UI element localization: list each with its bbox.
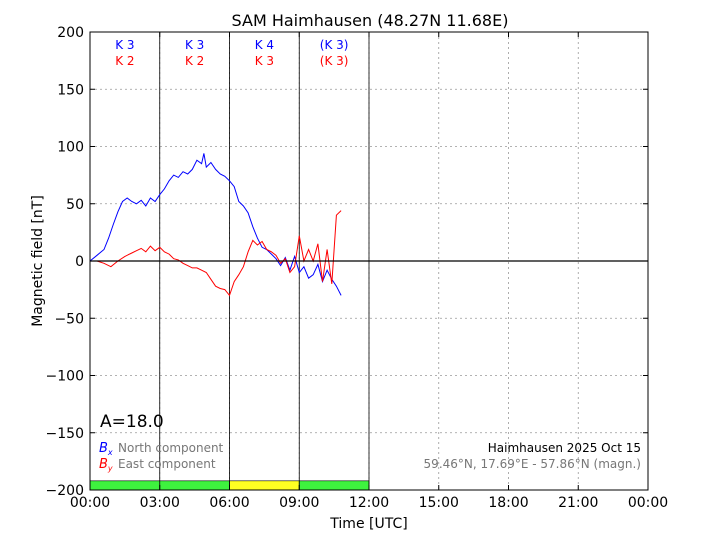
coords-label: 59.46°N, 17.69°E - 57.86°N (magn.) — [424, 457, 641, 471]
x-tick-label: 00:00 — [628, 495, 668, 511]
x-axis-label: Time [UTC] — [329, 516, 407, 532]
x-tick-label: 06:00 — [209, 495, 249, 511]
legend: Bx North component By East component — [99, 441, 224, 473]
k-index-east: K 3 — [255, 54, 274, 68]
y-tick-label: 200 — [57, 25, 84, 41]
station-label: Haimhausen 2025 Oct 15 — [488, 441, 641, 455]
y-axis-label: Magnetic field [nT] — [30, 195, 46, 327]
y-tick-label: 50 — [66, 197, 84, 213]
y-tick-label: 150 — [57, 82, 84, 98]
series-lines — [89, 153, 342, 297]
k-index-east: K 2 — [115, 54, 134, 68]
x-tick-label: 00:00 — [70, 495, 110, 511]
a-index-label: A=18.0 — [100, 412, 164, 432]
y-tick-label: −50 — [54, 311, 84, 327]
k-index-labels: K 3 K 2 K 3 K 2 K 4 K 3 (K 3) (K 3) — [115, 38, 348, 68]
activity-segment — [298, 480, 370, 491]
series-line-north — [89, 153, 342, 296]
k-index-north: (K 3) — [320, 38, 349, 52]
k-index-north: K 3 — [185, 38, 204, 52]
k-index-east: K 2 — [185, 54, 204, 68]
activity-segment — [229, 480, 300, 491]
x-tick-label: 09:00 — [279, 495, 319, 511]
x-tick-label: 15:00 — [419, 495, 459, 511]
y-tick-label: −100 — [46, 369, 84, 385]
k-index-north: K 4 — [255, 38, 274, 52]
y-tick-label: −200 — [46, 483, 84, 499]
legend-north-label: North component — [118, 441, 224, 455]
x-tick-label: 03:00 — [140, 495, 180, 511]
k-index-east: (K 3) — [320, 54, 349, 68]
x-tick-label: 12:00 — [349, 495, 389, 511]
legend-east-label: East component — [118, 457, 216, 471]
y-tick-label: 100 — [57, 140, 84, 156]
y-tick-label: 0 — [75, 254, 84, 270]
x-tick-label: 21:00 — [558, 495, 598, 511]
series-line-east — [90, 210, 342, 297]
k-index-north: K 3 — [115, 38, 134, 52]
legend-east-symbol: By — [99, 457, 113, 473]
legend-north-symbol: Bx — [99, 441, 113, 457]
y-tick-label: −150 — [46, 426, 84, 442]
chart-title: SAM Haimhausen (48.27N 11.68E) — [232, 11, 509, 30]
x-tick-label: 18:00 — [488, 495, 528, 511]
